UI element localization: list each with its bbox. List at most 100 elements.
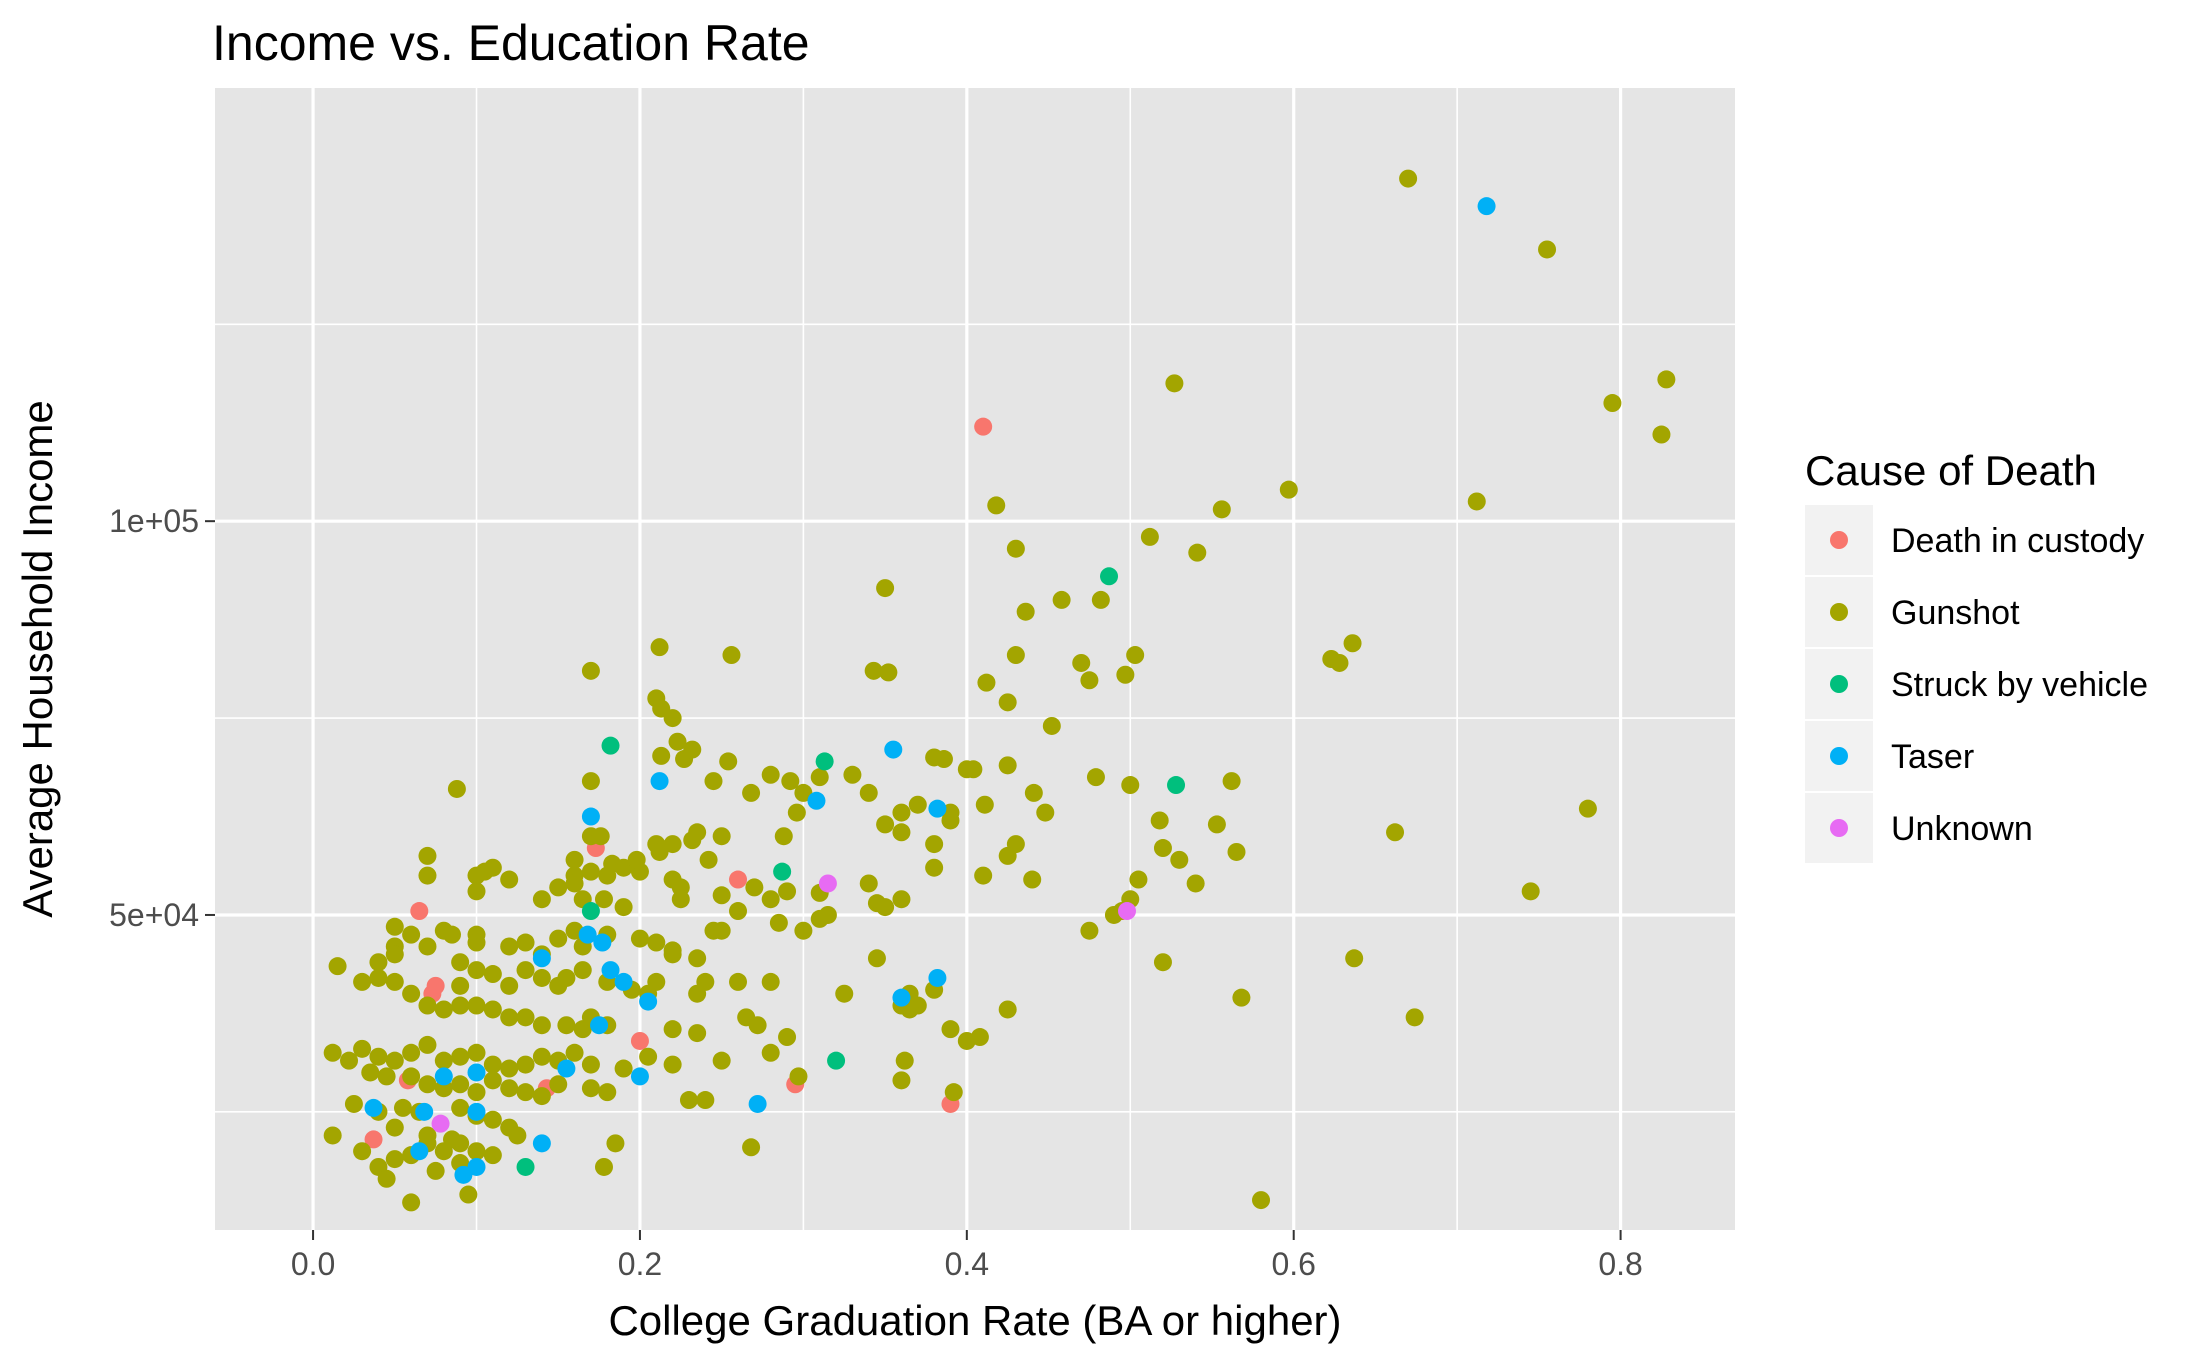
data-point	[1467, 492, 1486, 511]
data-point	[451, 1047, 470, 1066]
x-tick-label: 0.8	[1598, 1246, 1642, 1282]
data-point	[598, 866, 617, 885]
data-point	[532, 949, 551, 968]
data-point	[928, 968, 947, 987]
data-point	[557, 1016, 576, 1035]
data-point	[340, 1051, 359, 1070]
data-point	[565, 1043, 584, 1062]
data-point	[467, 882, 486, 901]
data-point	[516, 1055, 535, 1074]
data-point	[742, 1138, 761, 1157]
data-point	[451, 976, 470, 995]
data-point	[467, 933, 486, 952]
data-point	[447, 779, 466, 798]
data-point	[876, 579, 895, 598]
data-point	[353, 1142, 372, 1161]
data-point	[1399, 169, 1418, 188]
data-point	[1252, 1191, 1271, 1210]
legend-key-dot	[1830, 747, 1848, 765]
data-point	[364, 1098, 383, 1117]
data-point	[934, 750, 953, 769]
data-point	[467, 866, 486, 885]
data-point	[369, 968, 388, 987]
data-point	[688, 1024, 707, 1043]
data-point	[483, 858, 502, 877]
data-point	[508, 1126, 527, 1145]
data-point	[402, 1193, 421, 1212]
data-point	[787, 803, 806, 822]
data-point	[876, 898, 895, 917]
data-point	[385, 945, 404, 964]
data-point	[864, 661, 883, 680]
data-point	[532, 1016, 551, 1035]
legend-item: Taser	[1805, 721, 1974, 791]
data-point	[964, 760, 983, 779]
x-axis-label: College Graduation Rate (BA or higher)	[608, 1297, 1341, 1344]
data-point	[606, 1134, 625, 1153]
legend-item: Struck by vehicle	[1805, 649, 2148, 719]
data-point	[1086, 768, 1105, 787]
legend-key-dot	[1830, 819, 1848, 837]
data-point	[418, 996, 437, 1015]
data-point	[867, 949, 886, 968]
data-point	[590, 1016, 609, 1035]
data-point	[974, 866, 993, 885]
data-point	[892, 1071, 911, 1090]
data-point	[712, 1051, 731, 1070]
data-point	[977, 673, 996, 692]
data-point	[663, 1020, 682, 1039]
data-point	[1165, 374, 1184, 393]
data-point	[957, 1031, 976, 1050]
data-point	[712, 827, 731, 846]
data-point	[781, 772, 800, 791]
data-point	[323, 1043, 342, 1062]
data-point	[353, 972, 372, 991]
data-point	[1386, 823, 1405, 842]
data-point	[369, 1047, 388, 1066]
data-point	[1279, 480, 1298, 499]
legend-key-dot	[1830, 531, 1848, 549]
data-point	[1023, 870, 1042, 889]
data-point	[1405, 1008, 1424, 1027]
legend-item: Gunshot	[1805, 577, 2020, 647]
data-point	[879, 663, 898, 682]
data-point	[650, 772, 669, 791]
data-point	[459, 1185, 478, 1204]
data-point	[925, 858, 944, 877]
data-point	[402, 984, 421, 1003]
data-point	[998, 756, 1017, 775]
data-point	[344, 1094, 363, 1113]
y-tick-label: 1e+05	[109, 503, 199, 539]
data-point	[769, 913, 788, 932]
data-point	[647, 972, 666, 991]
data-point	[1052, 590, 1071, 609]
data-point	[385, 1150, 404, 1169]
data-point	[418, 846, 437, 865]
data-point	[593, 933, 612, 952]
data-point	[778, 882, 797, 901]
data-point	[944, 1083, 963, 1102]
data-point	[431, 1114, 450, 1133]
data-point	[650, 638, 669, 657]
data-point	[418, 1075, 437, 1094]
data-point	[594, 1157, 613, 1176]
data-point	[467, 961, 486, 980]
data-point	[652, 746, 671, 765]
data-point	[1212, 500, 1231, 519]
data-point	[353, 1039, 372, 1058]
data-point	[557, 1059, 576, 1078]
data-point	[975, 795, 994, 814]
y-tick-label: 5e+04	[109, 897, 199, 933]
legend-label: Struck by vehicle	[1891, 666, 2148, 704]
data-point	[581, 862, 600, 881]
data-point	[614, 898, 633, 917]
data-point	[671, 890, 690, 909]
data-point	[925, 835, 944, 854]
data-point	[467, 1083, 486, 1102]
data-point	[451, 1075, 470, 1094]
data-point	[719, 752, 738, 771]
data-point	[1227, 842, 1246, 861]
data-point	[745, 878, 764, 897]
data-point	[699, 850, 718, 869]
